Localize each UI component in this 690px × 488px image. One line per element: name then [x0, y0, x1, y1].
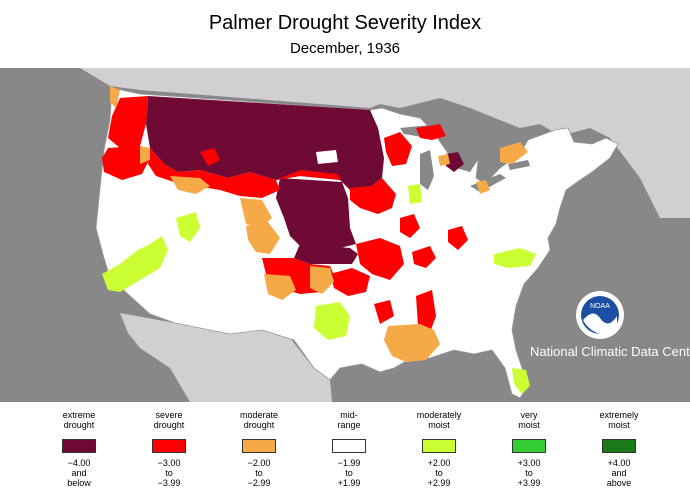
legend-item-moderate-drought: moderate drought −2.00 to −2.99: [239, 410, 279, 488]
map-subtitle: December, 1936: [289, 40, 401, 57]
map-title: Palmer Drought Severity Index: [208, 12, 482, 34]
map-svg: [0, 68, 690, 402]
swatch-extremely-moist: [602, 439, 636, 453]
drought-map: [0, 68, 690, 402]
legend-item-extreme-drought: extreme drought −4.00 and below: [62, 410, 96, 488]
swatch-moderately-moist: [422, 439, 456, 453]
swatch-very-moist: [512, 439, 546, 453]
lake-michigan: [420, 150, 434, 190]
legend-item-extremely-moist: extremely moist +4.00 and above: [599, 410, 639, 488]
noaa-logo-text: NOAA: [590, 303, 610, 310]
swatch-extreme-drought: [62, 439, 96, 453]
mid-range-patch: [316, 150, 338, 164]
credit-text: National Climatic Data Center: [530, 344, 690, 359]
lake-ontario: [508, 160, 530, 170]
canada-land: [0, 68, 690, 218]
noaa-logo: NOAA: [576, 291, 624, 339]
legend-item-moderately-moist: moderately moist +2.00 to +2.99: [416, 410, 462, 488]
extreme-drought-regions: [146, 96, 464, 264]
severe-drought-regions: [102, 96, 468, 358]
legend-item-mid-range: mid-range −1.99 to +1.99: [314, 410, 384, 488]
swatch-moderate-drought: [242, 439, 276, 453]
legend: extreme drought −4.00 and below severe droug…: [0, 402, 690, 488]
swatch-mid-range: [332, 439, 366, 453]
legend-item-very-moist: very moist +3.00 to +3.99: [494, 410, 564, 488]
moderately-moist-regions: [102, 184, 536, 394]
swatch-severe-drought: [152, 439, 186, 453]
moderate-drought-regions: [110, 86, 528, 362]
legend-item-severe-drought: severe drought −3.00 to −3.99: [152, 410, 186, 488]
